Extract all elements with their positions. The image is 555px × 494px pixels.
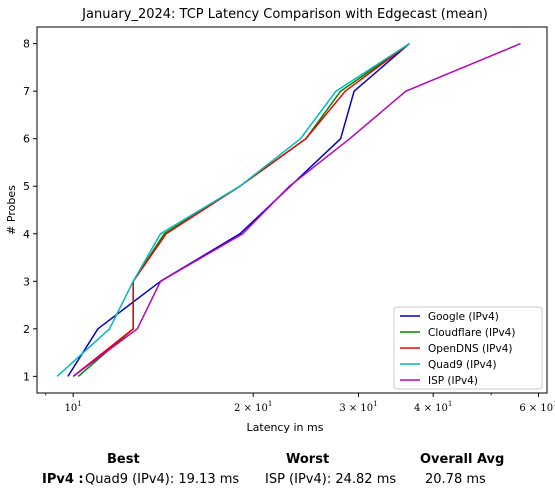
x-tick-label: 4 × 101 — [414, 400, 452, 414]
overall-avg-header: Overall Avg — [420, 452, 505, 467]
plot-area — [36, 26, 548, 394]
legend-label: OpenDNS (IPv4) — [428, 343, 513, 355]
best-header: Best — [107, 452, 140, 467]
latency-chart: January_2024: TCP Latency Comparison wit… — [5, 7, 555, 434]
y-tick-label: 1 — [23, 370, 30, 383]
legend-label: ISP (IPv4) — [428, 375, 478, 387]
ipv4-row-label: IPv4 : — [42, 472, 84, 487]
series-line — [72, 42, 410, 377]
legend-box — [393, 306, 543, 390]
y-tick-label: 7 — [23, 85, 30, 98]
series-line — [72, 42, 521, 378]
legend-label: Cloudflare (IPv4) — [428, 327, 515, 339]
x-axis-ticks: 101 2 × 101 3 × 101 4 × 101 6 × 101 — [45, 393, 555, 414]
x-tick-label: 3 × 101 — [339, 400, 377, 414]
x-tick-label: 2 × 101 — [234, 400, 272, 414]
y-tick-label: 2 — [23, 323, 30, 336]
x-tick-label: 6 × 101 — [519, 400, 555, 414]
y-tick-label: 3 — [23, 275, 30, 288]
series-line — [77, 42, 410, 377]
worst-header: Worst — [286, 452, 330, 467]
y-axis-label: # Probes — [5, 185, 18, 235]
y-tick-label: 6 — [23, 133, 30, 146]
series-line — [67, 43, 410, 377]
x-tick-label: 101 — [65, 400, 82, 414]
chart-title: January_2024: TCP Latency Comparison wit… — [81, 7, 488, 22]
legend-label: Quad9 (IPv4) — [428, 359, 497, 371]
y-tick-label: 8 — [23, 38, 30, 51]
worst-value: ISP (IPv4): 24.82 ms — [265, 472, 397, 487]
y-tick-label: 4 — [23, 228, 30, 241]
y-tick-label: 5 — [23, 180, 30, 193]
best-value: Quad9 (IPv4): 19.13 ms — [85, 472, 240, 487]
x-axis-label: Latency in ms — [247, 421, 324, 434]
series-line — [56, 42, 410, 377]
y-axis-ticks: 1 2 3 4 5 6 7 8 — [23, 38, 37, 383]
overall-avg-value: 20.78 ms — [425, 472, 486, 487]
legend: Google (IPv4) Cloudflare (IPv4) OpenDNS (I… — [393, 306, 543, 390]
series-lines — [56, 42, 521, 378]
legend-label: Google (IPv4) — [428, 311, 499, 323]
